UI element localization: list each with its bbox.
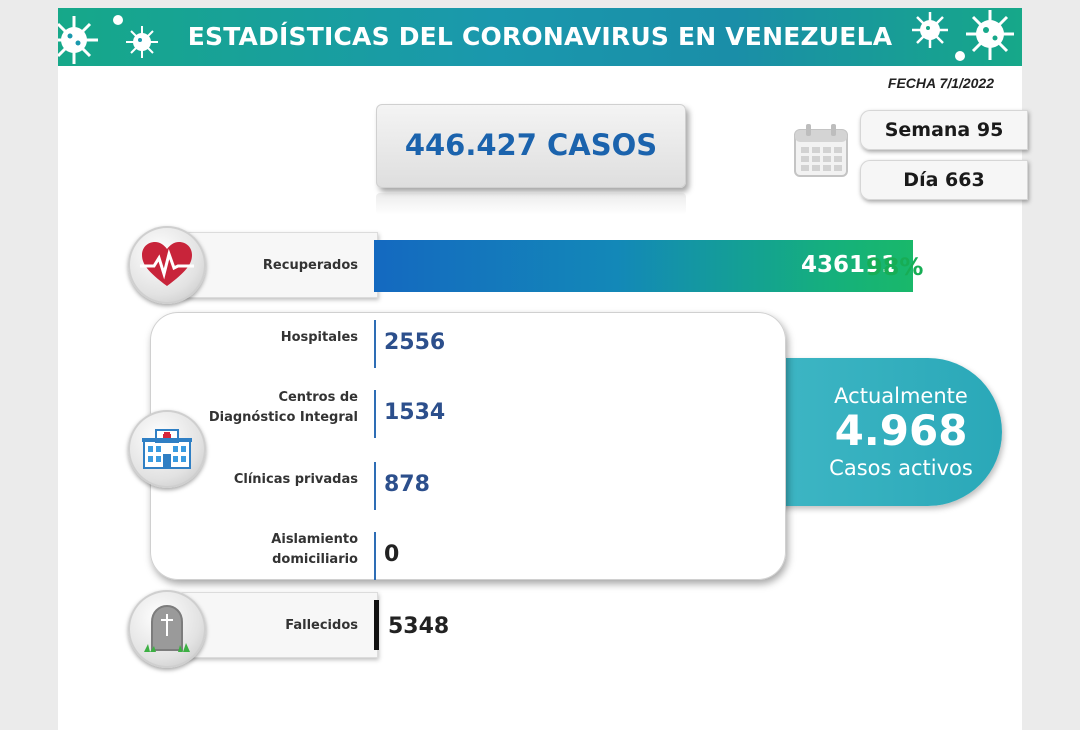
hospitalization-bar — [374, 532, 376, 580]
header-banner: ESTADÍSTICAS DEL CORONAVIRUS EN VENEZUEL… — [58, 8, 1022, 66]
report-date: FECHA 7/1/2022 — [887, 75, 994, 91]
recovered-label: Recuperados — [262, 258, 358, 273]
active-cases-badge: Actualmente 4.968 Casos activos — [758, 358, 1002, 506]
calendar-icon — [794, 124, 848, 177]
week-pill: Semana 95 — [860, 110, 1028, 150]
hospitalization-value: 0 — [384, 542, 400, 567]
hospitalization-value: 1534 — [384, 400, 446, 425]
hospitalization-label-line: domiciliario — [272, 552, 358, 567]
day-pill: Día 663 — [860, 160, 1028, 200]
hospitalization-bar — [374, 390, 376, 438]
hospitalization-bar — [374, 320, 376, 368]
heart-pulse-icon — [140, 242, 194, 286]
hospitalization-bar — [374, 462, 376, 510]
hospitalization-label: Aislamiento domiciliario — [198, 530, 358, 570]
hospitalization-value: 2556 — [384, 330, 446, 355]
total-cases-box: 446.427 CASOS — [376, 104, 686, 188]
recovered-value: 436111 — [800, 252, 897, 278]
hospital-icon — [142, 429, 192, 469]
active-line2: Casos activos — [829, 456, 973, 480]
total-cases: 446.427 CASOS — [404, 128, 658, 162]
hospitalization-label: Centros de Diagnóstico Integral — [198, 388, 358, 428]
infographic-sheet: ESTADÍSTICAS DEL CORONAVIRUS EN VENEZUEL… — [58, 8, 1028, 730]
tombstone-icon — [144, 604, 190, 652]
banner-title: ESTADÍSTICAS DEL CORONAVIRUS EN VENEZUEL… — [187, 22, 893, 51]
virus-icon — [58, 15, 158, 64]
hospitalization-label-line: Diagnóstico Integral — [208, 410, 358, 425]
total-cases-reflection — [376, 193, 686, 215]
hospitalization-value: 878 — [384, 472, 430, 497]
active-value: 4.968 — [834, 406, 968, 455]
hospitalization-panel — [150, 312, 786, 580]
hospitalization-label: Clínicas privadas — [198, 470, 358, 490]
recovered-icon-circle — [128, 226, 206, 304]
hospitalization-label-line: Aislamiento — [271, 532, 358, 547]
virus-icon — [912, 10, 1014, 61]
active-line1: Actualmente — [834, 384, 968, 408]
hospitalization-label-line: Clínicas privadas — [233, 472, 358, 487]
hospital-icon-circle — [128, 410, 206, 488]
hospitalization-label-line: Centros de — [278, 390, 358, 405]
deceased-icon-circle — [128, 590, 206, 668]
hospitalization-label: Hospitales — [198, 328, 358, 348]
recovered-percent: 98% — [866, 253, 924, 281]
deceased-value: 5348 — [388, 614, 450, 639]
recovered-bar: 436111 — [374, 240, 913, 292]
hospitalization-label-line: Hospitales — [280, 330, 358, 345]
deceased-bar — [374, 600, 379, 650]
deceased-label: Fallecidos — [285, 618, 358, 633]
